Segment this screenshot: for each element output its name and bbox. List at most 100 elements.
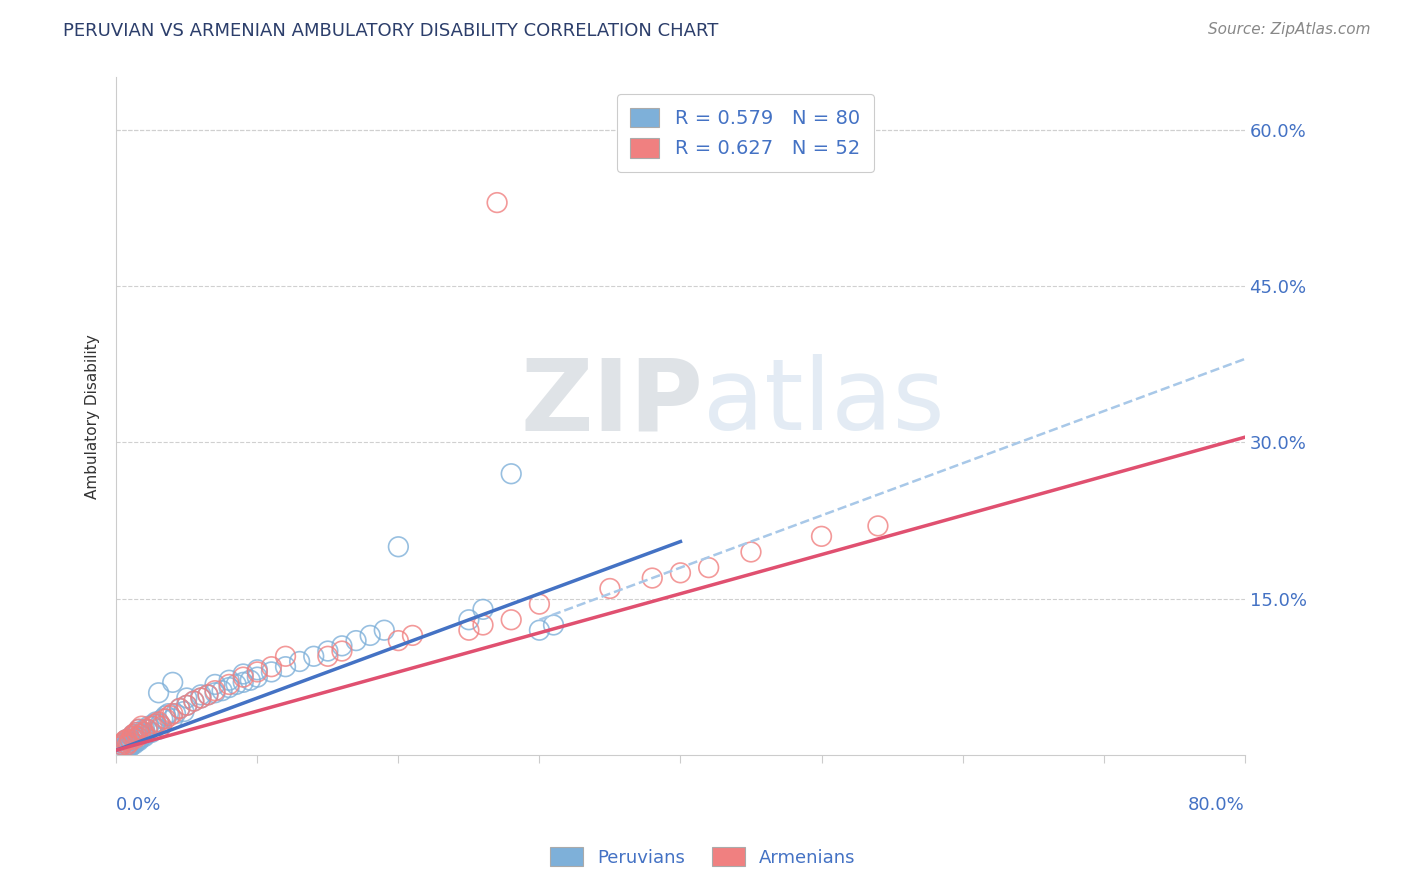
Point xyxy=(118,736,141,750)
Point xyxy=(197,688,219,702)
Point xyxy=(173,705,195,719)
Point xyxy=(697,560,720,574)
Point xyxy=(120,739,142,754)
Legend: R = 0.579   N = 80, R = 0.627   N = 52: R = 0.579 N = 80, R = 0.627 N = 52 xyxy=(617,94,875,172)
Point xyxy=(152,712,174,726)
Point xyxy=(169,701,191,715)
Point xyxy=(148,723,170,737)
Point xyxy=(122,727,145,741)
Point xyxy=(344,633,367,648)
Point xyxy=(115,738,138,752)
Point xyxy=(155,712,177,726)
Point xyxy=(316,649,339,664)
Point xyxy=(110,739,132,754)
Point xyxy=(155,708,177,723)
Point xyxy=(211,683,233,698)
Point xyxy=(108,739,131,754)
Point xyxy=(115,732,138,747)
Point xyxy=(501,467,523,481)
Y-axis label: Ambulatory Disability: Ambulatory Disability xyxy=(86,334,100,499)
Point xyxy=(501,613,523,627)
Point xyxy=(134,730,156,744)
Point xyxy=(143,717,166,731)
Point xyxy=(529,623,551,637)
Point xyxy=(121,730,143,744)
Point xyxy=(136,723,159,737)
Point xyxy=(169,701,191,715)
Point xyxy=(176,698,198,713)
Point xyxy=(225,677,247,691)
Point xyxy=(111,738,134,752)
Point xyxy=(183,694,205,708)
Point xyxy=(129,727,152,741)
Point xyxy=(232,670,254,684)
Point xyxy=(599,582,621,596)
Point xyxy=(246,663,269,677)
Point xyxy=(162,675,184,690)
Point xyxy=(288,655,311,669)
Point xyxy=(401,628,423,642)
Point xyxy=(529,597,551,611)
Point xyxy=(117,735,139,749)
Point xyxy=(162,706,184,721)
Point xyxy=(124,737,146,751)
Point xyxy=(457,613,479,627)
Point xyxy=(134,725,156,739)
Point xyxy=(274,659,297,673)
Point xyxy=(232,667,254,681)
Point xyxy=(387,633,409,648)
Point xyxy=(183,694,205,708)
Point xyxy=(141,719,163,733)
Point xyxy=(316,644,339,658)
Point xyxy=(121,730,143,744)
Point xyxy=(125,725,148,739)
Point xyxy=(145,714,167,729)
Point xyxy=(108,743,131,757)
Point xyxy=(373,623,395,637)
Point xyxy=(457,623,479,637)
Point xyxy=(669,566,692,580)
Point xyxy=(159,708,181,723)
Point xyxy=(150,719,173,733)
Point xyxy=(129,731,152,746)
Point xyxy=(124,731,146,746)
Point xyxy=(115,732,138,747)
Point xyxy=(112,742,135,756)
Point xyxy=(120,732,142,747)
Point xyxy=(218,677,240,691)
Point xyxy=(302,649,325,664)
Point xyxy=(128,733,150,747)
Point xyxy=(117,738,139,752)
Point xyxy=(148,714,170,729)
Point xyxy=(127,732,149,747)
Point xyxy=(260,659,283,673)
Point xyxy=(740,545,762,559)
Point xyxy=(204,686,226,700)
Point xyxy=(176,690,198,705)
Point xyxy=(136,723,159,737)
Point xyxy=(232,675,254,690)
Point xyxy=(162,712,184,726)
Text: ZIP: ZIP xyxy=(520,354,703,451)
Point xyxy=(190,690,212,705)
Point xyxy=(246,665,269,679)
Point xyxy=(127,725,149,739)
Point xyxy=(111,738,134,752)
Text: atlas: atlas xyxy=(703,354,945,451)
Point xyxy=(641,571,664,585)
Point xyxy=(114,733,136,747)
Point xyxy=(122,727,145,741)
Point xyxy=(132,725,155,739)
Point xyxy=(148,686,170,700)
Point xyxy=(128,723,150,737)
Point xyxy=(810,529,832,543)
Point xyxy=(157,706,180,721)
Point xyxy=(472,618,495,632)
Text: 0.0%: 0.0% xyxy=(117,796,162,814)
Point xyxy=(472,602,495,616)
Point xyxy=(128,723,150,737)
Point xyxy=(112,736,135,750)
Point xyxy=(114,739,136,754)
Point xyxy=(204,683,226,698)
Point xyxy=(218,681,240,695)
